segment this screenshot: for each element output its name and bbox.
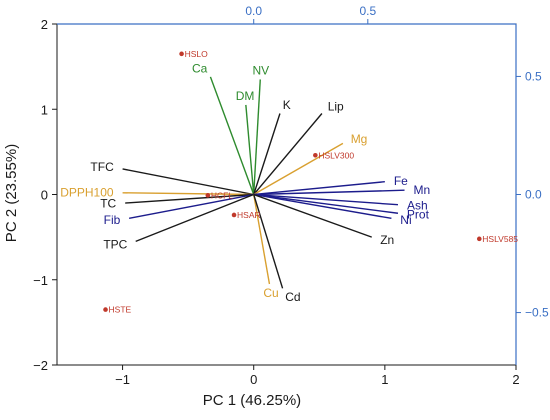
x-tick-label: 1	[381, 372, 388, 387]
loading-vector-mg	[253, 142, 344, 196]
loading-label-fe: Fe	[394, 174, 408, 188]
sample-label-hslo: HSLO	[185, 49, 209, 59]
loading-label-ca: Ca	[192, 61, 208, 75]
loading-label-tpc: TPC	[103, 238, 127, 252]
loading-label-dpph100: DPPH100	[60, 186, 114, 200]
loading-vector-ash	[253, 193, 399, 206]
loading-vector-zn	[253, 193, 372, 238]
sample-label-hslv585: HSLV585	[482, 234, 518, 244]
sample-label-hsar: HSAR	[237, 210, 261, 220]
sample-label-hslv300: HSLV300	[318, 150, 354, 160]
loading-vector-cd	[253, 194, 284, 289]
secondary-y-tick-label: −0.5	[525, 306, 549, 320]
loading-vector-tpc	[135, 193, 254, 243]
loading-vector-nv	[253, 79, 261, 195]
loading-vector-ni	[253, 193, 392, 220]
loading-vector-cu	[253, 194, 271, 285]
y-tick-label: −1	[33, 273, 48, 288]
loading-vector-tfc	[122, 168, 254, 196]
loading-label-tc: TC	[100, 197, 116, 211]
loading-vector-fe	[253, 181, 385, 196]
loading-vector-prot	[253, 193, 399, 214]
x-tick-label: 0	[250, 372, 257, 387]
loading-label-mn: Mn	[414, 183, 431, 197]
loading-label-cu: Cu	[263, 286, 278, 300]
loading-label-ash: Ash	[407, 198, 428, 212]
secondary-x-tick-label: 0.5	[359, 4, 376, 18]
secondary-x-tick-label: 0.0	[245, 4, 262, 18]
sample-point-hslo	[179, 51, 184, 57]
loading-label-tfc: TFC	[90, 160, 114, 174]
y-tick-label: 1	[41, 102, 48, 117]
loading-label-zn: Zn	[380, 233, 394, 247]
secondary-y-tick-label: 0.0	[525, 188, 542, 202]
sample-point-hslv300	[313, 152, 318, 158]
x-tick-label: 2	[512, 372, 519, 387]
loading-vector-dpph100	[122, 192, 254, 196]
loading-label-lip: Lip	[328, 100, 344, 114]
sample-point-hcfl	[205, 193, 211, 198]
loading-vector-lip	[253, 113, 323, 195]
y-tick-label: 2	[41, 17, 48, 32]
loading-vector-fib	[128, 193, 254, 220]
x-axis-label: PC 1 (46.25%)	[203, 392, 301, 409]
loading-label-ni: Ni	[400, 213, 411, 227]
plot-area: −1 0 1 2 −2 −1 0 1 2 0.0 0.5 0.5 0.0 −0.5 Ca NV DM K Lip Mg…	[33, 4, 549, 387]
secondary-y-tick-label: 0.5	[525, 69, 542, 83]
loading-label-dm: DM	[236, 89, 255, 103]
sample-label-hste: HSTE	[109, 305, 132, 315]
loading-label-nv: NV	[252, 63, 269, 77]
sample-point-hsar	[231, 212, 237, 218]
sample-label-hcfl: HCFL	[211, 190, 233, 200]
x-tick-label: −1	[115, 372, 130, 387]
loading-vector-ca	[209, 76, 255, 195]
loading-label-k: K	[283, 98, 291, 112]
loading-vector-dm	[245, 104, 255, 195]
loading-label-prot: Prot	[407, 207, 430, 221]
loading-label-mg: Mg	[351, 132, 368, 146]
loading-label-fib: Fib	[104, 213, 121, 227]
loading-vector-mn	[253, 189, 405, 196]
sample-point-hste	[103, 307, 108, 312]
loading-vector-tc	[125, 193, 254, 204]
sample-point-hslv585	[476, 236, 482, 242]
loading-label-cd: Cd	[285, 290, 300, 304]
y-tick-label: −2	[33, 358, 48, 373]
loading-vector-k	[253, 113, 281, 195]
y-tick-label: 0	[41, 188, 48, 203]
y-axis-label: PC 2 (23.55%)	[3, 144, 20, 242]
